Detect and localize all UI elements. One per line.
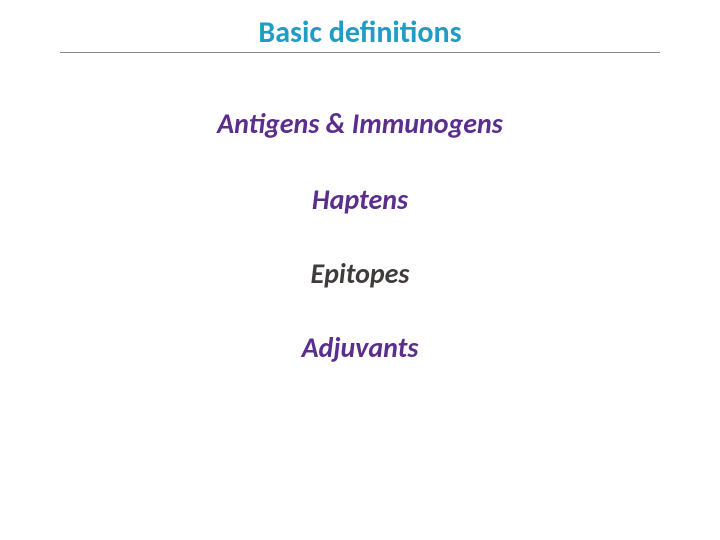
list-item: Epitopes <box>0 256 720 291</box>
list-item: Haptens <box>0 182 720 217</box>
title-underline <box>60 52 660 53</box>
list-item: Adjuvants <box>0 330 720 365</box>
slide-title-container: Basic definitions <box>0 14 720 51</box>
list-item: Antigens & Immunogens <box>0 106 720 141</box>
slide-title: Basic definitions <box>258 14 461 51</box>
